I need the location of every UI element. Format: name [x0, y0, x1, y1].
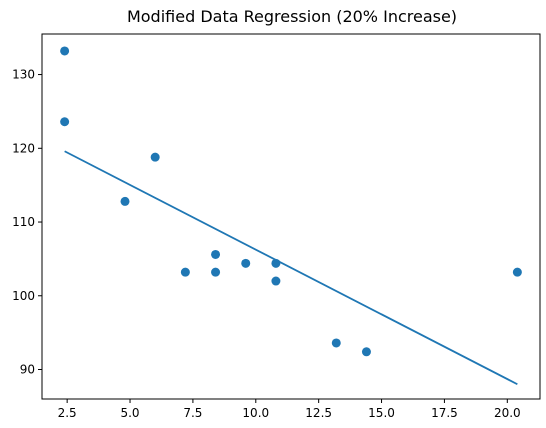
scatter-point-10 — [331, 338, 341, 348]
scatter-point-0 — [60, 46, 70, 56]
x-tick-label-0: 2.5 — [58, 406, 77, 420]
scatter-point-7 — [241, 258, 251, 268]
scatter-point-3 — [120, 196, 130, 206]
scatter-point-6 — [211, 267, 221, 277]
scatter-point-12 — [512, 267, 522, 277]
y-tick-label-1: 100 — [12, 289, 35, 303]
scatter-point-9 — [271, 276, 281, 286]
scatter-point-1 — [60, 117, 70, 127]
plot-area — [60, 46, 522, 386]
x-tick-label-2: 7.5 — [183, 406, 202, 420]
y-tick-label-0: 90 — [20, 363, 35, 377]
x-tick-label-6: 17.5 — [431, 406, 458, 420]
scatter-point-11 — [361, 347, 371, 357]
scatter-point-5 — [180, 267, 190, 277]
x-tick-label-3: 10.0 — [242, 406, 269, 420]
x-tick-label-7: 20.0 — [494, 406, 521, 420]
regression-line — [64, 150, 518, 386]
scatter-point-2 — [150, 152, 160, 162]
x-tick-label-5: 15.0 — [368, 406, 395, 420]
axes: 2.5 5.0 7.5 10.0 12.5 15.0 17.5 20.0 90 100 110 120… — [12, 68, 521, 420]
x-tick-label-1: 5.0 — [120, 406, 139, 420]
chart-title: Modified Data Regression (20% Increase) — [127, 7, 457, 26]
y-tick-label-4: 130 — [12, 68, 35, 82]
y-tick-label-2: 110 — [12, 215, 35, 229]
scatter-point-4 — [211, 249, 221, 259]
axes-frame — [41, 33, 541, 400]
x-tick-label-4: 12.5 — [305, 406, 332, 420]
y-tick-label-3: 120 — [12, 141, 35, 155]
